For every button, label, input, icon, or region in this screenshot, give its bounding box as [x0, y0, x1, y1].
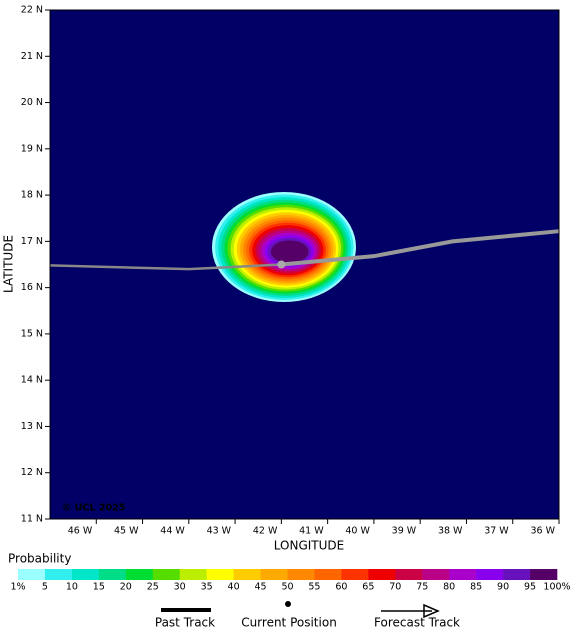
colorbar-label: 25	[147, 582, 159, 593]
legend-label: Current Position	[241, 616, 337, 630]
colorbar-label: 45	[255, 582, 267, 593]
colorbar-label: 80	[443, 582, 455, 593]
probability-contour	[270, 240, 309, 264]
colorbar-cell	[476, 569, 504, 580]
colorbar-cell	[314, 569, 342, 580]
colorbar-cell	[179, 569, 207, 580]
x-tick-label: 36 W	[530, 526, 555, 537]
colorbar-label: 1%	[10, 582, 25, 593]
colorbar-label: 10	[66, 582, 78, 593]
colorbar-label: 50	[281, 582, 293, 593]
colorbar-cell	[152, 569, 180, 580]
x-tick-label: 37 W	[484, 526, 509, 537]
y-tick-label: 12 N	[21, 467, 43, 478]
colorbar-cell	[422, 569, 450, 580]
x-tick-label: 39 W	[392, 526, 417, 537]
colorbar-label: 30	[174, 582, 186, 593]
colorbar-label: 15	[93, 582, 105, 593]
colorbar-cell	[233, 569, 261, 580]
legend-title: Probability	[8, 552, 71, 566]
x-tick-label: 44 W	[160, 526, 185, 537]
y-tick-label: 15 N	[21, 328, 43, 339]
colorbar-cell	[71, 569, 100, 580]
x-tick-label: 43 W	[207, 526, 232, 537]
copyright: © UCL 2025	[62, 503, 125, 514]
legend-label: Past Track	[155, 616, 215, 630]
colorbar-label: 20	[120, 582, 132, 593]
y-tick-label: 20 N	[21, 97, 43, 108]
colorbar-cell	[98, 569, 127, 580]
colorbar-label: 35	[201, 582, 213, 593]
colorbar-cell	[206, 569, 234, 580]
past-track	[49, 263, 282, 271]
colorbar-label: 40	[228, 582, 240, 593]
x-tick-label: 46 W	[68, 526, 93, 537]
y-tick-label: 22 N	[21, 5, 43, 16]
colorbar-cell	[260, 569, 288, 580]
colorbar-label: 70	[389, 582, 401, 593]
y-tick-label: 17 N	[21, 236, 43, 247]
colorbar-cell	[341, 569, 369, 580]
plot-frame	[49, 9, 560, 520]
colorbar-cell	[125, 569, 154, 580]
colorbar-cell	[503, 569, 531, 580]
x-tick-label: 38 W	[438, 526, 463, 537]
colorbar-label: 5	[42, 582, 48, 593]
y-axis-title: LATITUDE	[2, 235, 16, 293]
colorbar-cell	[287, 569, 315, 580]
colorbar-cell	[44, 569, 73, 580]
colorbar-cell	[368, 569, 396, 580]
colorbar-label: 75	[416, 582, 428, 593]
y-tick-label: 18 N	[21, 190, 43, 201]
y-tick-label: 16 N	[21, 282, 43, 293]
colorbar-label: 55	[308, 582, 320, 593]
forecast-track	[281, 229, 560, 267]
y-tick-label: 13 N	[21, 421, 43, 432]
colorbar-cell	[395, 569, 423, 580]
current-position	[277, 260, 286, 269]
legend-forecast-arrow	[423, 603, 440, 619]
colorbar-label: 65	[362, 582, 374, 593]
x-tick-label: 45 W	[114, 526, 139, 537]
y-tick-label: 11 N	[21, 514, 43, 525]
x-tick-label: 40 W	[345, 526, 370, 537]
colorbar-cell	[530, 569, 558, 580]
x-tick-label: 42 W	[253, 526, 278, 537]
colorbar-cell	[449, 569, 477, 580]
colorbar-label: 100%	[543, 582, 570, 593]
colorbar-label: 90	[497, 582, 509, 593]
colorbar-label: 95	[524, 582, 536, 593]
y-tick-label: 21 N	[21, 51, 43, 62]
colorbar-cell	[18, 569, 46, 580]
x-axis-title: LONGITUDE	[274, 539, 344, 553]
legend-position-symbol	[285, 601, 291, 607]
colorbar-label: 85	[470, 582, 482, 593]
x-tick-label: 41 W	[299, 526, 324, 537]
colorbar-label: 60	[335, 582, 347, 593]
y-tick-label: 19 N	[21, 143, 43, 154]
y-tick-label: 14 N	[21, 375, 43, 386]
legend-label: Forecast Track	[374, 616, 460, 630]
